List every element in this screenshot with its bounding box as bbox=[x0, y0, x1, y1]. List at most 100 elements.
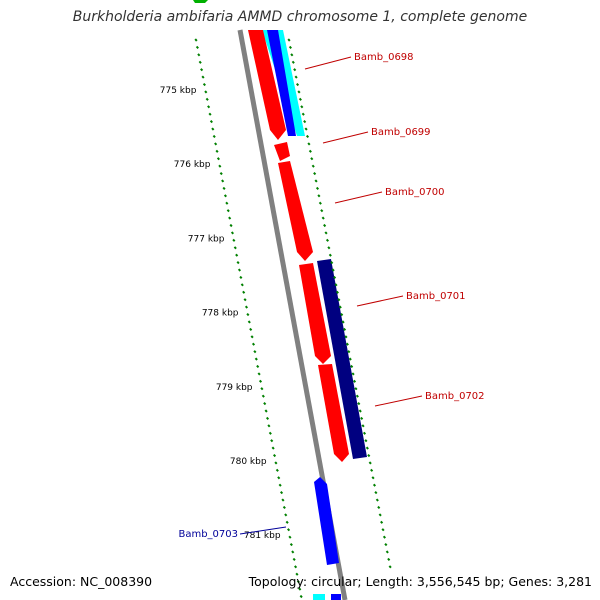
ruler-minor-tick bbox=[265, 416, 270, 420]
ruler-minor-tick bbox=[382, 535, 386, 539]
ruler-minor-tick bbox=[205, 97, 209, 101]
ruler-minor-tick bbox=[354, 387, 358, 391]
gene-leader-line bbox=[304, 56, 352, 70]
ruler-minor-tick bbox=[226, 209, 230, 213]
ruler-minor-tick bbox=[195, 45, 199, 49]
ruler-minor-tick bbox=[294, 75, 298, 79]
gene-label-bamb-0700[interactable]: Bamb_0700 bbox=[385, 187, 445, 198]
ruler-minor-tick bbox=[292, 557, 296, 561]
ruler-minor-tick bbox=[232, 238, 236, 242]
ruler-minor-tick bbox=[303, 120, 307, 124]
ruler-minor-tick bbox=[291, 60, 295, 64]
ruler-minor-tick bbox=[230, 231, 235, 235]
ruler-minor-tick bbox=[362, 431, 367, 435]
ruler-minor-tick bbox=[388, 565, 392, 569]
gene-leader-line bbox=[356, 295, 404, 307]
ruler-minor-tick bbox=[235, 253, 239, 257]
gene-arrow-bamb-0700[interactable] bbox=[278, 161, 313, 261]
left-ruler-ticks bbox=[194, 38, 303, 599]
ruler-minor-tick bbox=[221, 179, 225, 183]
ruler-minor-tick bbox=[295, 572, 299, 576]
ruler-minor-tick bbox=[352, 379, 357, 383]
ruler-minor-tick bbox=[360, 416, 364, 420]
ruler-minor-tick bbox=[285, 520, 289, 524]
ruler-minor-tick bbox=[351, 372, 355, 376]
feature-fragment-bottom-cyan bbox=[313, 594, 325, 600]
ruler-minor-tick bbox=[298, 587, 302, 591]
ruler-minor-tick bbox=[212, 134, 216, 139]
ruler-minor-tick bbox=[284, 513, 288, 517]
gene-arrow-bamb-0701[interactable] bbox=[299, 263, 331, 364]
ruler-minor-tick bbox=[381, 528, 385, 532]
ruler-minor-tick bbox=[305, 134, 310, 139]
ruler-minor-tick bbox=[317, 194, 321, 198]
ruler-minor-tick bbox=[216, 157, 220, 161]
ruler-minor-tick bbox=[209, 120, 213, 124]
ruler-minor-tick bbox=[378, 513, 382, 517]
map-title: Burkholderia ambifaria AMMD chromosome 1… bbox=[72, 9, 528, 25]
ruler-minor-tick bbox=[214, 142, 218, 146]
ruler-minor-tick bbox=[297, 90, 301, 94]
ruler-minor-tick bbox=[307, 142, 311, 146]
ruler-minor-tick bbox=[236, 261, 240, 265]
ruler-minor-tick bbox=[289, 542, 293, 547]
ruler-minor-tick bbox=[324, 231, 328, 235]
ruler-minor-tick bbox=[299, 594, 303, 599]
kbp-tick-labels: 775 kbp 776 kbp 777 kbp 778 kbp 779 kbp 780 k… bbox=[160, 86, 281, 541]
ruler-minor-tick bbox=[208, 112, 212, 116]
ruler-minor-tick bbox=[325, 238, 330, 242]
ruler-minor-tick bbox=[315, 186, 320, 190]
ruler-minor-tick bbox=[327, 246, 331, 250]
gene-label-bamb-0702[interactable]: Bamb_0702 bbox=[425, 391, 485, 402]
ruler-minor-tick bbox=[279, 491, 284, 495]
gene-arrow-bamb-0699[interactable] bbox=[274, 142, 290, 161]
ruler-minor-tick bbox=[250, 335, 254, 339]
gene-label-bamb-0701[interactable]: Bamb_0701 bbox=[406, 291, 466, 302]
ruler-minor-tick bbox=[261, 394, 265, 398]
ruler-minor-tick bbox=[275, 468, 279, 472]
ruler-minor-tick bbox=[337, 298, 341, 302]
ruler-minor-tick bbox=[384, 542, 388, 547]
ruler-minor-tick bbox=[313, 171, 317, 176]
gene-label-bamb-0699[interactable]: Bamb_0699 bbox=[371, 127, 431, 138]
kbp-label: 778 kbp bbox=[202, 309, 239, 319]
topology-text: Topology: circular; Length: 3,556,545 bp… bbox=[248, 574, 592, 589]
ruler-minor-tick bbox=[293, 68, 297, 72]
ruler-minor-tick bbox=[281, 498, 285, 502]
ruler-minor-tick bbox=[256, 364, 260, 369]
ruler-minor-tick bbox=[361, 424, 365, 428]
gene-label-bamb-0703[interactable]: Bamb_0703 bbox=[178, 529, 238, 540]
accession-text: Accession: NC_008390 bbox=[10, 574, 153, 589]
ruler-minor-tick bbox=[341, 320, 345, 324]
ruler-minor-tick bbox=[237, 268, 242, 272]
ruler-minor-tick bbox=[374, 491, 378, 495]
ruler-minor-tick bbox=[358, 409, 362, 413]
ruler-minor-tick bbox=[348, 357, 352, 361]
ruler-minor-tick bbox=[270, 439, 274, 443]
kbp-label: 777 kbp bbox=[188, 234, 225, 244]
ruler-minor-tick bbox=[330, 261, 334, 265]
ruler-minor-tick bbox=[267, 424, 271, 428]
ruler-minor-tick bbox=[282, 505, 286, 510]
ruler-minor-tick bbox=[320, 209, 324, 213]
ruler-minor-tick bbox=[260, 387, 264, 391]
ruler-minor-tick bbox=[287, 528, 291, 532]
ruler-minor-tick bbox=[296, 580, 300, 584]
ruler-minor-tick bbox=[344, 335, 348, 339]
feature-fragment-bottom-blue bbox=[331, 594, 341, 600]
ruler-minor-tick bbox=[343, 327, 347, 331]
gene-label-layer: Bamb_0698 Bamb_0699 Bamb_0700 Bamb_0701 Bamb… bbox=[178, 52, 484, 540]
ruler-minor-tick bbox=[201, 75, 205, 79]
gene-label-bamb-0698[interactable]: Bamb_0698 bbox=[354, 52, 414, 63]
ruler-minor-tick bbox=[385, 550, 389, 554]
ruler-minor-tick bbox=[202, 82, 206, 87]
gene-arrow-bamb-0703[interactable] bbox=[314, 477, 339, 565]
gene-arrow-bamb-0698[interactable] bbox=[248, 30, 286, 140]
gene-block-navy[interactable] bbox=[317, 259, 367, 459]
gene-leader-line bbox=[374, 395, 423, 407]
ruler-minor-tick bbox=[304, 127, 308, 131]
ruler-minor-tick bbox=[264, 409, 268, 413]
ruler-minor-tick bbox=[311, 164, 315, 168]
gene-arrow-bamb-0702[interactable] bbox=[318, 364, 349, 462]
